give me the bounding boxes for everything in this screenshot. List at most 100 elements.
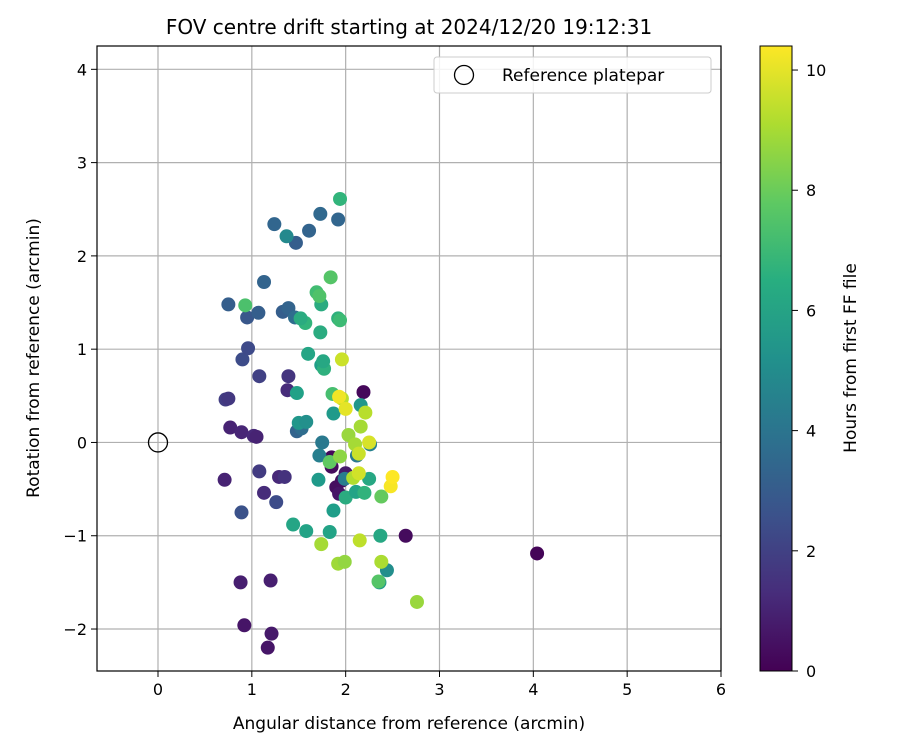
data-point [362, 435, 377, 450]
x-tick-label: 3 [434, 680, 444, 699]
data-point [269, 495, 284, 510]
colorbar-gradient [759, 45, 793, 672]
data-point [374, 554, 389, 569]
data-point [357, 485, 372, 500]
y-tick-label: 2 [77, 247, 87, 266]
data-point [252, 369, 267, 384]
y-tick-label: 3 [77, 154, 87, 173]
colorbar-ticks: 0 2 4 6 8 10 [792, 61, 826, 681]
colorbar-tick-label: 2 [806, 542, 816, 561]
data-point [223, 420, 238, 435]
data-point [263, 573, 278, 588]
data-point [238, 298, 253, 313]
data-point [356, 385, 371, 400]
data-point [398, 528, 413, 543]
x-ticks: 0 1 2 3 4 5 6 [153, 671, 726, 699]
data-point [299, 524, 314, 539]
data-point [371, 574, 386, 589]
data-point [286, 517, 301, 532]
data-point [333, 191, 348, 206]
data-point [237, 618, 252, 633]
chart-title: FOV centre drift starting at 2024/12/20 … [166, 15, 652, 39]
data-point [264, 626, 279, 641]
data-point [315, 435, 330, 450]
data-point [302, 223, 317, 238]
data-point [312, 448, 327, 463]
data-point [362, 471, 377, 486]
colorbar-label: Hours from first FF file [841, 263, 861, 453]
data-point [326, 406, 341, 421]
data-point [352, 533, 367, 548]
x-axis-label: Angular distance from reference (arcmin) [233, 714, 585, 734]
reference-platepar-marker [147, 432, 169, 453]
data-point [257, 485, 272, 500]
data-point [267, 217, 282, 232]
y-tick-label: 4 [77, 60, 87, 79]
data-point [358, 405, 373, 420]
colorbar-tick-label: 10 [806, 61, 826, 80]
data-point [333, 449, 348, 464]
x-tick-label: 2 [341, 680, 351, 699]
data-point [409, 594, 424, 609]
data-point [234, 425, 249, 440]
data-point [241, 341, 256, 356]
x-tick-label: 1 [247, 680, 257, 699]
y-tick-label: 1 [77, 340, 87, 359]
data-point [331, 212, 346, 227]
data-point [338, 490, 353, 505]
data-point [316, 354, 331, 369]
data-point [351, 466, 366, 481]
data-point [313, 206, 328, 221]
data-point [312, 289, 327, 303]
data-point [338, 401, 353, 416]
data-point [322, 525, 337, 540]
x-tick-label: 4 [528, 680, 538, 699]
data-point [252, 464, 267, 479]
data-point [374, 489, 389, 504]
colorbar-tick-label: 6 [806, 301, 816, 320]
grid-lines [97, 46, 722, 671]
data-point [279, 229, 294, 244]
colorbar: 0 2 4 6 8 10 Hours from first FF file [759, 45, 861, 681]
data-point [332, 389, 347, 404]
colorbar-tick-label: 0 [806, 662, 816, 681]
data-point [385, 469, 400, 484]
data-point [221, 391, 236, 406]
data-point [314, 537, 329, 552]
data-point [299, 414, 314, 429]
y-tick-label: 0 [77, 433, 87, 452]
data-point [530, 546, 545, 561]
colorbar-tick-label: 4 [806, 422, 816, 441]
data-point [311, 472, 326, 487]
data-point [257, 275, 272, 290]
data-point [260, 640, 275, 655]
y-ticks: −2 −1 0 1 2 3 4 [63, 60, 97, 639]
data-point [217, 472, 232, 487]
x-tick-label: 6 [716, 680, 726, 699]
reference-marker-layer [147, 432, 169, 453]
data-point [351, 446, 366, 461]
legend-box [433, 56, 712, 94]
data-point [221, 297, 236, 312]
data-point [337, 554, 352, 569]
data-point [301, 346, 316, 361]
data-points [217, 191, 545, 655]
data-point [235, 352, 250, 367]
data-point [313, 325, 328, 340]
legend-marker [453, 64, 475, 86]
y-tick-label: −1 [63, 527, 87, 546]
data-point [233, 575, 248, 590]
plot-frame [96, 45, 722, 672]
data-point [240, 310, 255, 325]
x-tick-label: 0 [153, 680, 163, 699]
y-tick-label: −2 [63, 620, 87, 639]
data-point [334, 352, 349, 367]
data-point [277, 469, 292, 484]
legend-label: Reference platepar [502, 66, 664, 86]
data-point [326, 503, 341, 518]
data-point [333, 313, 348, 328]
data-point [353, 419, 368, 434]
data-point [373, 528, 388, 543]
y-axis-label: Rotation from reference (arcmin) [24, 218, 44, 498]
